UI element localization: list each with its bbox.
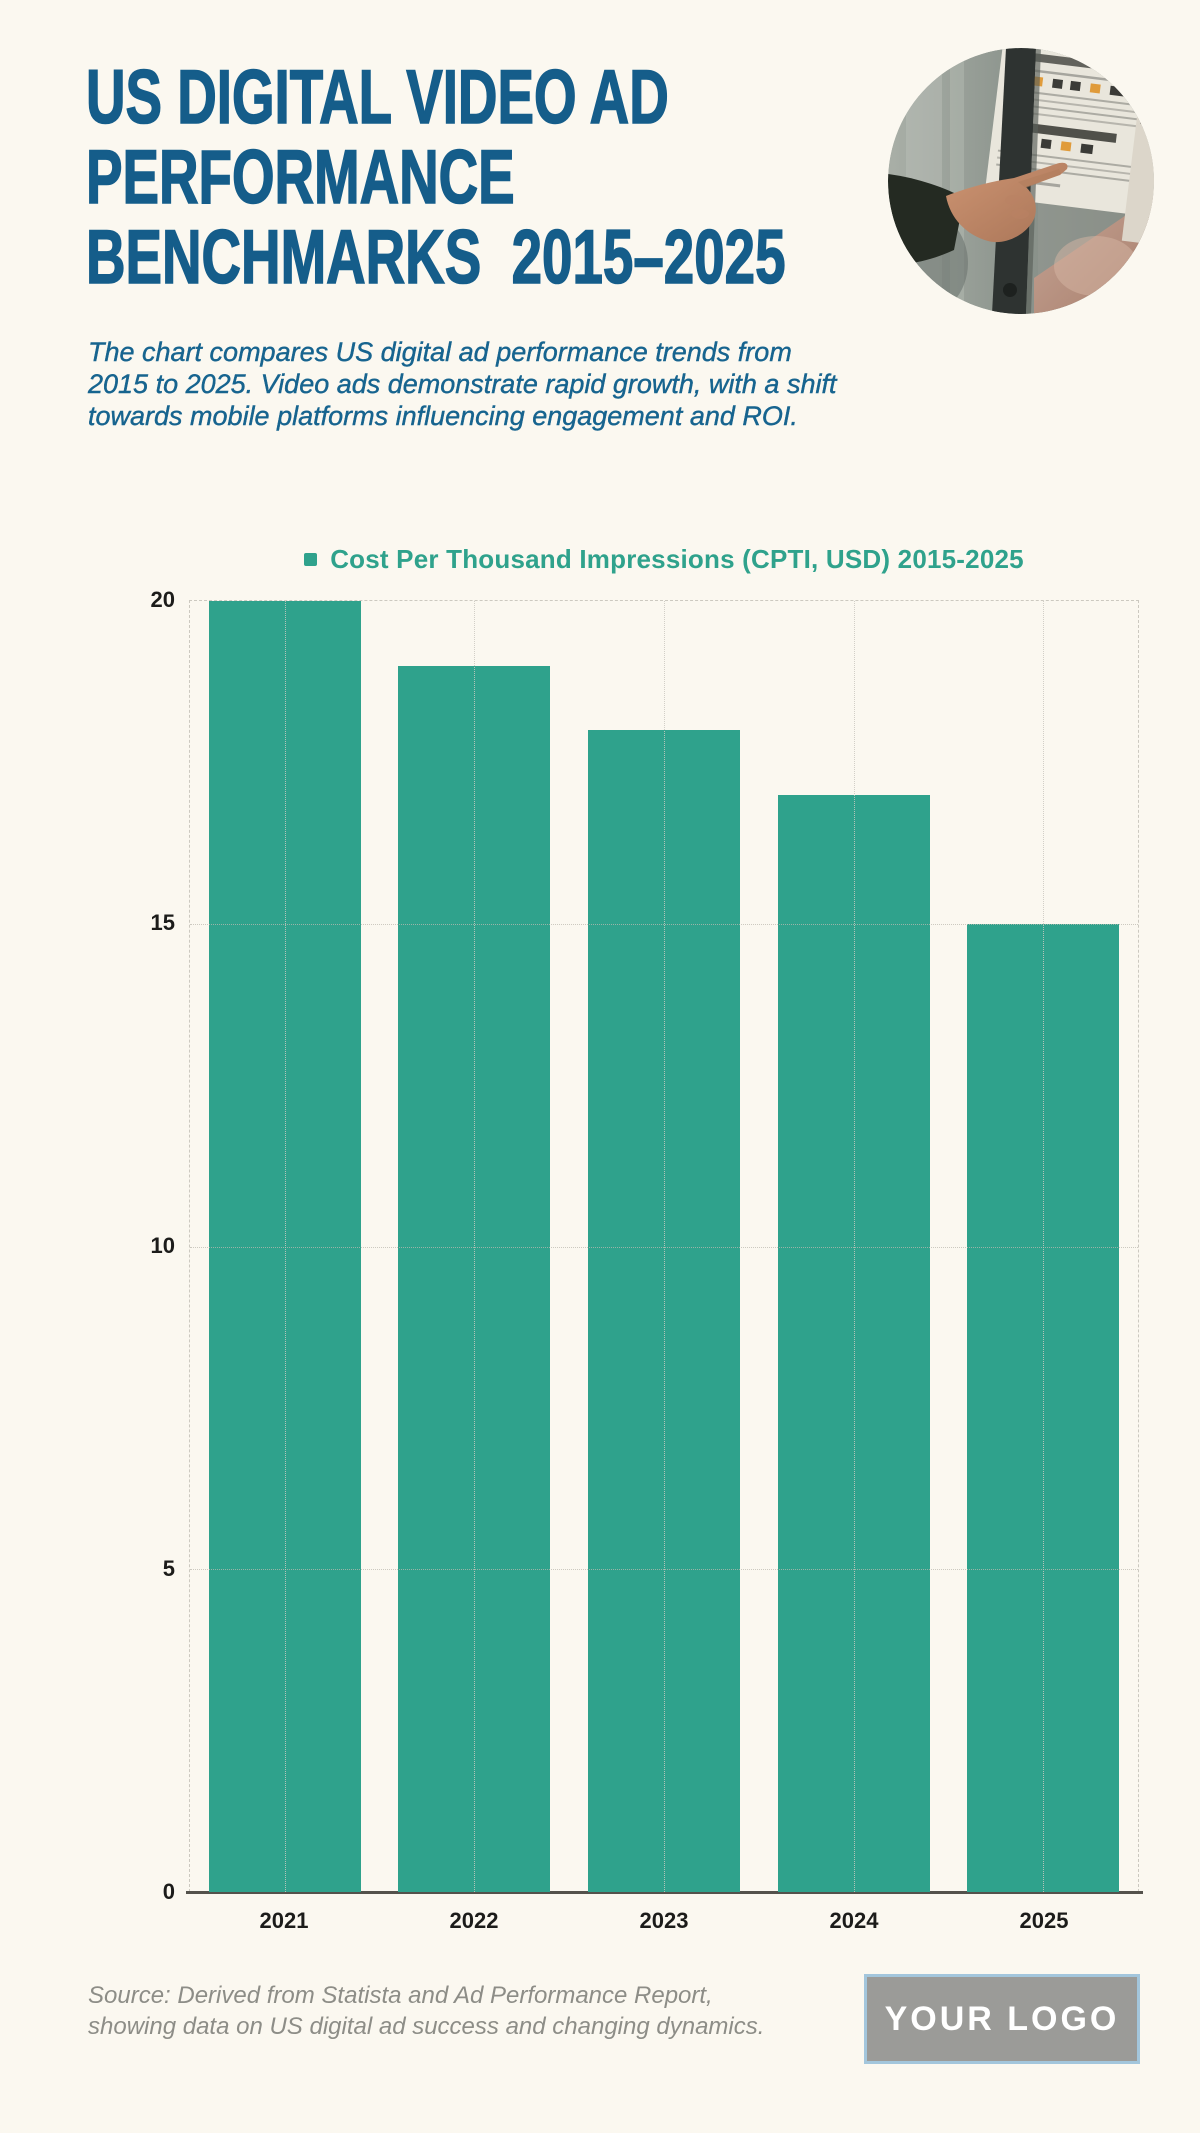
logo-placeholder: YOUR LOGO	[864, 1974, 1140, 2064]
x-tick-label-2024: 2024	[829, 1908, 879, 1933]
x-axis-labels: 2021 2022 2023 2024 2025	[189, 1908, 1139, 1934]
page-subtitle-line: The chart compares US digital ad perform…	[88, 337, 792, 367]
page-title-line: PERFORMANCE	[85, 135, 515, 220]
bar-2025	[967, 923, 1120, 1892]
bar-2024	[777, 794, 930, 1892]
bar-2023	[587, 730, 740, 1892]
legend-label: Cost Per Thousand Impressions (CPTI, USD…	[330, 544, 1024, 574]
bar-2022	[398, 665, 551, 1892]
x-tick-label-2021: 2021	[259, 1908, 309, 1933]
legend-marker-icon	[304, 553, 318, 566]
y-tick-label-5: 5	[162, 1556, 175, 1581]
bar-chart-plot	[189, 600, 1139, 1892]
page-title-line: US DIGITAL VIDEO AD	[85, 55, 669, 140]
bar-cell-2025	[948, 601, 1138, 1892]
source-note-line: Source: Derived from Statista and Ad Per…	[88, 1982, 713, 2009]
page-title-line: BENCHMARKS 2015–2025	[85, 215, 786, 300]
x-tick-label-2025: 2025	[1019, 1908, 1069, 1933]
hero-photo	[888, 48, 1154, 314]
bar-2021	[208, 601, 361, 1892]
x-axis-line	[186, 1891, 1143, 1894]
page-subtitle: The chart compares US digital ad perform…	[88, 336, 837, 432]
x-tick-label-2022: 2022	[449, 1908, 499, 1933]
page-title: US DIGITAL VIDEO AD PERFORMANCE BENCHMAR…	[85, 55, 1058, 300]
y-tick-label-10: 10	[150, 1233, 175, 1258]
y-tick-label-20: 20	[150, 587, 175, 612]
bar-cell-2024	[759, 601, 949, 1892]
bar-cell-2021	[190, 601, 380, 1892]
logo-text: YOUR LOGO	[884, 1999, 1120, 2038]
hero-photo-illustration	[888, 48, 1154, 314]
y-tick-label-0: 0	[162, 1879, 175, 1904]
page-subtitle-line: towards mobile platforms influencing eng…	[88, 401, 798, 431]
chart-legend: Cost Per Thousand Impressions (CPTI, USD…	[189, 544, 1139, 575]
x-tick-label-2023: 2023	[639, 1908, 689, 1933]
bar-cell-2023	[569, 601, 759, 1892]
source-note-line: showing data on US digital ad success an…	[88, 2013, 765, 2040]
page-subtitle-line: 2015 to 2025. Video ads demonstrate rapi…	[88, 369, 837, 399]
source-note: Source: Derived from Statista and Ad Per…	[88, 1980, 764, 2042]
bar-cell-2022	[380, 601, 570, 1892]
y-tick-label-15: 15	[150, 910, 175, 935]
